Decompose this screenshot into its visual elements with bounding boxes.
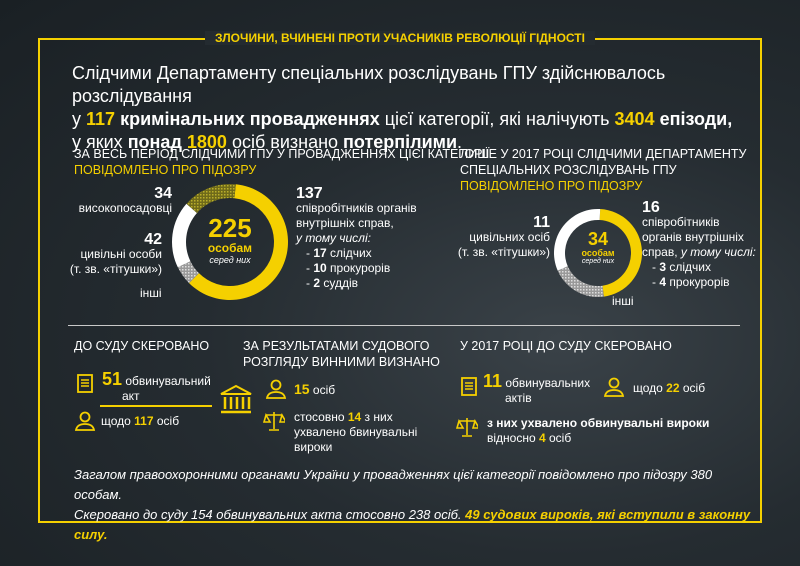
others-2017-label: інші	[612, 294, 634, 308]
verdict-2017-text: з них ухвалено обвинувальні вироки віднос…	[487, 416, 710, 445]
donut-segment-others	[177, 261, 199, 284]
donut-segment-officials	[186, 184, 236, 213]
officials-label: 34 високопосадовці	[78, 185, 172, 216]
page-title: ЗЛОЧИНИ, ВЧИНЕНІ ПРОТИ УЧАСНИКІВ РЕВОЛЮЦ…	[0, 31, 800, 45]
footer-text: Загалом правоохоронними органами України…	[74, 467, 751, 542]
persons-2017-text: щодо 22 осіб	[633, 381, 706, 395]
person-icon	[603, 377, 625, 397]
intro-text: Слідчими Департаменту спеціальних розслі…	[72, 63, 733, 152]
persons-text: щодо 117 осіб	[101, 414, 180, 428]
civil-2017-label: 11 цивільних осіб (т. зв. «тітушки»)	[457, 214, 550, 260]
courthouse-icon	[220, 384, 252, 414]
acts-text: 51 обвинувальний акт	[102, 369, 211, 403]
donut-all-time-center: 225 особам серед них	[207, 213, 253, 265]
document-icon	[77, 374, 93, 393]
civil-label: 42 цивільні особи (т. зв. «тітушки»)	[69, 231, 162, 277]
y2017-heading: ЛИШЕ У 2017 РОЦІ СЛІДЧИМИ ДЕПАРТАМЕНТУ СП…	[460, 147, 747, 193]
donut-2017	[554, 208, 642, 297]
police-2017-label: 16 співробітників органів внутрішніх справ…	[642, 199, 756, 290]
scales-icon	[263, 412, 285, 431]
donut-segment-others	[557, 266, 604, 297]
donut-2017-center: 34 особам серед них	[581, 229, 615, 265]
donut-segment-police	[189, 184, 288, 300]
court-2017-heading: У 2017 РОЦІ ДО СУДУ СКЕРОВАНО	[460, 339, 672, 353]
acts-2017-text: 11 обвинувальних актів	[483, 371, 591, 405]
police-label: 137 співробітників органів внутрішніх спра…	[296, 185, 417, 291]
guilty-text: 15 осіб	[294, 381, 336, 398]
scales-icon	[456, 418, 478, 437]
arrow	[100, 405, 212, 407]
person-icon	[74, 411, 96, 431]
donut-segment-civil	[172, 203, 197, 268]
verdict-text: стосовно 14 з них ухвалено бвинувальні вир…	[294, 410, 418, 454]
divider	[68, 325, 740, 326]
others-label: інші	[140, 286, 162, 300]
donut-segment-police	[599, 209, 642, 297]
donut-all-time	[172, 184, 288, 300]
person-icon	[265, 379, 287, 399]
court-heading: ДО СУДУ СКЕРОВАНО	[74, 339, 210, 353]
all-time-heading: ЗА ВЕСЬ ПЕРІОД СЛІДЧИМИ ГПУ У ПРОВАДЖЕНН…	[74, 147, 490, 177]
verdict-heading: ЗА РЕЗУЛЬТАТАМИ СУДОВОГО РОЗГЛЯДУ ВИННИМИ…	[243, 339, 440, 369]
document-icon	[461, 377, 477, 396]
frame	[38, 38, 762, 523]
donut-segment-civil	[554, 208, 601, 271]
